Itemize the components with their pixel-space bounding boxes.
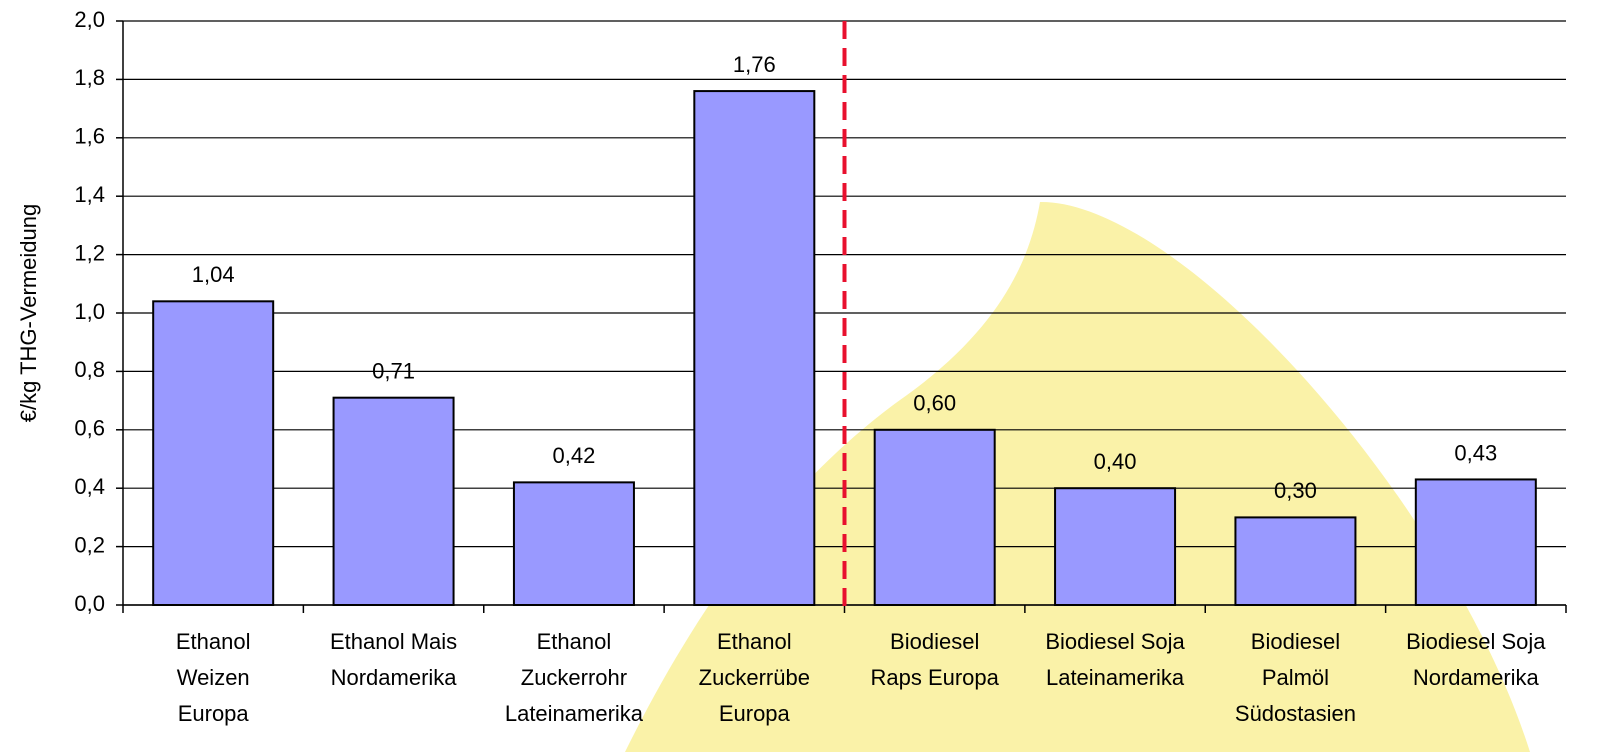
y-tick-label: 1,0 [74, 299, 105, 324]
bar [1414, 478, 1537, 606]
y-tick-label: 0,6 [74, 416, 105, 441]
value-label: 0,30 [1274, 478, 1317, 503]
x-tick-label: Ethanol Zuckerrohr Lateinamerika [504, 629, 644, 726]
value-label: 0,43 [1454, 440, 1497, 465]
x-tick-label: Biodiesel Soja Nordamerika [1406, 629, 1546, 690]
value-label: 0,60 [913, 391, 956, 416]
y-axis-label: €/kg THG-Vermeidung [16, 204, 41, 422]
x-tick-label: Biodiesel Palmöl Südostasien [1234, 629, 1356, 726]
bar [693, 90, 816, 606]
bar [332, 396, 455, 606]
y-tick-label: 1,2 [74, 240, 105, 265]
y-tick-label: 2,0 [74, 7, 105, 32]
bar [1054, 487, 1177, 607]
background-shape [625, 201, 1530, 752]
y-tick-label: 0,4 [74, 474, 105, 499]
value-label: 0,71 [372, 358, 415, 383]
y-tick-label: 0,2 [74, 532, 105, 557]
value-label: 1,04 [192, 262, 235, 287]
bar [512, 481, 635, 606]
x-tick-label: Biodiesel Raps Europa [870, 629, 999, 690]
y-tick-label: 0,8 [74, 357, 105, 382]
value-label: 1,76 [733, 52, 776, 77]
x-tick-label: Ethanol Mais Nordamerika [329, 629, 458, 690]
x-tick-label: Biodiesel Soja Lateinamerika [1045, 629, 1185, 690]
y-tick-label: 1,4 [74, 182, 105, 207]
y-tick-label: 1,6 [74, 124, 105, 149]
y-tick-label: 1,8 [74, 65, 105, 90]
x-tick-label: Ethanol Zuckerrübe Europa [698, 629, 810, 726]
bar [873, 428, 996, 606]
value-label: 0,40 [1094, 449, 1137, 474]
bar [1234, 516, 1357, 607]
x-tick-label: Ethanol Weizen Europa [175, 629, 251, 726]
value-label: 0,42 [553, 443, 596, 468]
bar [152, 300, 275, 606]
y-tick-label: 0,0 [74, 591, 105, 616]
